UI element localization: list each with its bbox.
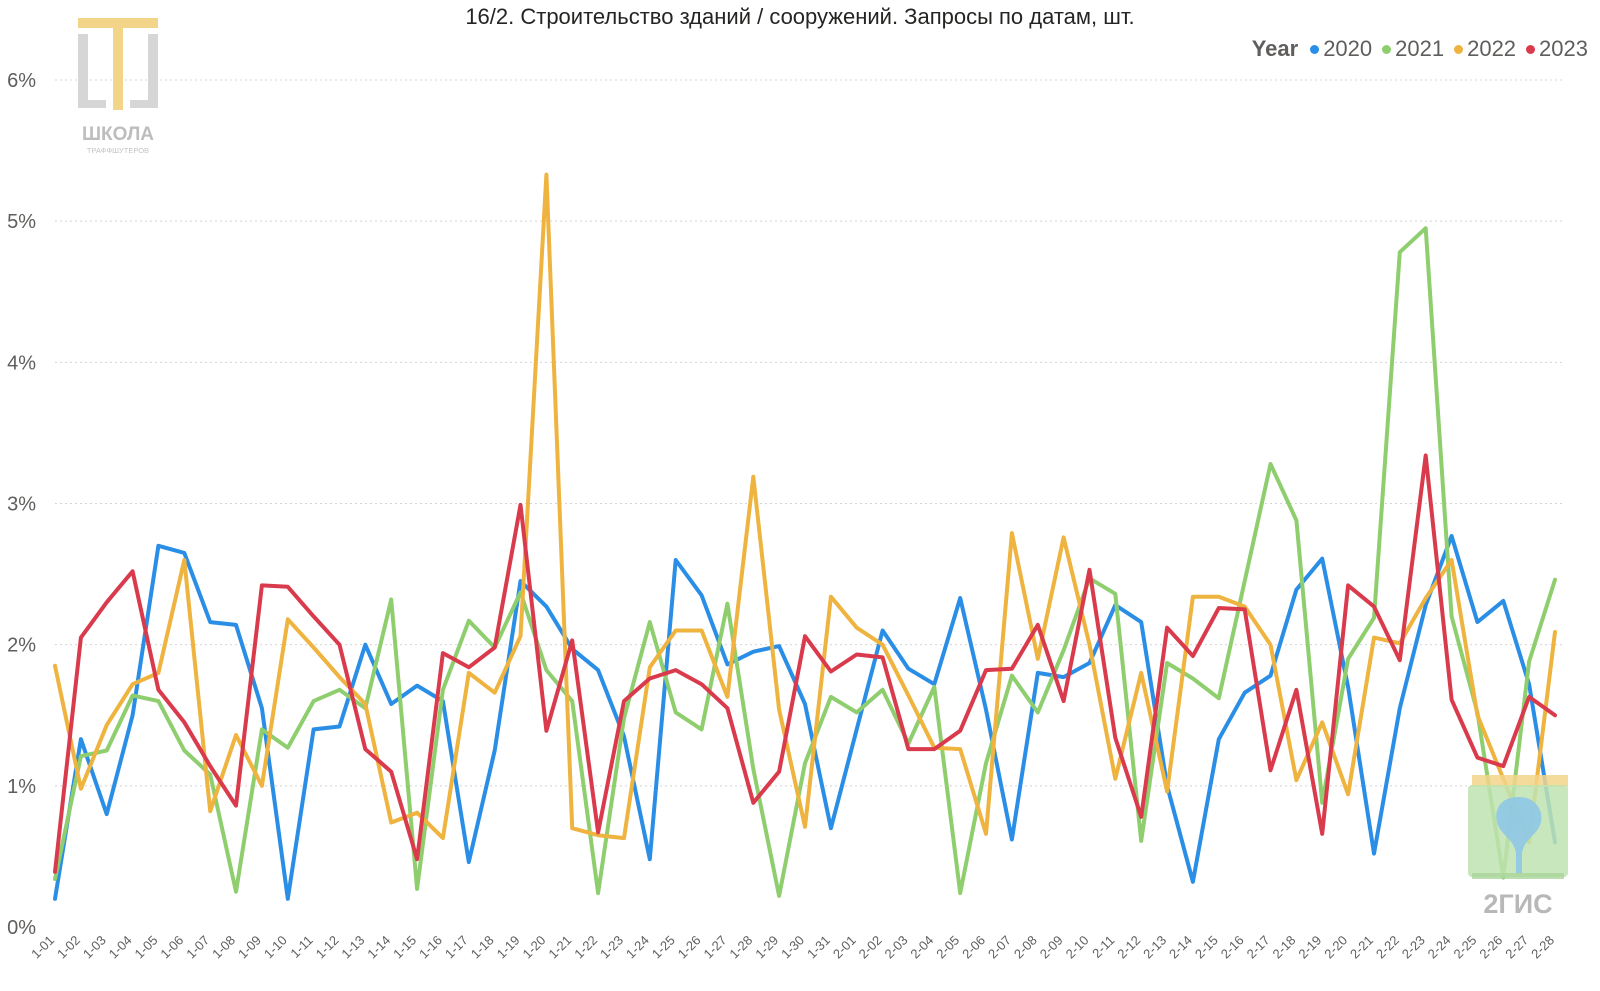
2gis-logo-text: 2ГИС	[1483, 889, 1552, 919]
school-logo-subtext: ТРАФФШУТЕРОВ	[87, 146, 149, 155]
legend-item-2023[interactable]: 2023	[1526, 36, 1588, 62]
legend-dot-2022	[1454, 44, 1464, 54]
x-tick-label: 2-13	[1140, 933, 1169, 962]
x-tick-label: 1-23	[597, 933, 626, 962]
x-tick-label: 2-01	[830, 933, 859, 962]
x-tick-label: 1-11	[287, 933, 315, 961]
x-tick-label: 1-27	[701, 933, 730, 962]
x-tick-label: 2-17	[1244, 933, 1273, 962]
legend-label-2021: 2021	[1395, 36, 1445, 61]
x-tick-label: 1-03	[80, 933, 109, 962]
x-tick-label: 1-14	[364, 933, 393, 962]
legend-dot-2021	[1382, 44, 1392, 54]
x-tick-label: 2-02	[856, 933, 885, 962]
x-tick-label: 2-26	[1476, 933, 1505, 962]
x-tick-label: 2-12	[1114, 933, 1143, 962]
x-tick-label: 1-05	[132, 933, 161, 962]
x-tick-label: 1-24	[623, 933, 652, 962]
y-tick-label: 0%	[7, 917, 36, 939]
x-tick-label: 1-02	[54, 933, 83, 962]
legend-dot-2020	[1310, 44, 1320, 54]
x-tick-label: 2-18	[1269, 933, 1298, 962]
x-tick-label: 2-27	[1502, 933, 1531, 962]
legend-item-2021[interactable]: 2021	[1382, 36, 1444, 62]
y-tick-label: 6%	[7, 70, 36, 92]
x-tick-label: 2-09	[1037, 933, 1066, 962]
legend-item-2020[interactable]: 2020	[1310, 36, 1372, 62]
y-tick-label: 5%	[7, 211, 36, 233]
x-tick-label: 2-06	[959, 933, 988, 962]
x-tick-label: 2-22	[1373, 933, 1402, 962]
x-tick-label: 1-19	[494, 933, 523, 962]
school-logo-text: ШКОЛА	[82, 124, 154, 145]
x-tick-label: 1-13	[338, 933, 367, 962]
y-tick-label: 4%	[7, 352, 36, 374]
series-line-2023	[53, 453, 1557, 874]
x-tick-label: 2-21	[1347, 933, 1376, 962]
x-tick-label: 2-14	[1166, 933, 1195, 962]
series-line-2022	[53, 172, 1557, 845]
x-tick-label: 2-23	[1399, 933, 1428, 962]
x-tick-label: 1-08	[209, 933, 238, 962]
x-tick-label: 1-06	[157, 933, 186, 962]
x-tick-label: 1-16	[416, 933, 445, 962]
x-tick-label: 1-12	[313, 933, 342, 962]
x-tick-label: 2-08	[1011, 933, 1040, 962]
x-tick-label: 2-24	[1425, 933, 1454, 962]
x-tick-label: 1-20	[519, 933, 548, 962]
x-tick-label: 2-04	[907, 933, 936, 962]
x-tick-label: 1-21	[545, 933, 574, 962]
x-tick-label: 1-07	[183, 933, 212, 962]
x-tick-label: 2-25	[1451, 933, 1480, 962]
x-tick-label: 2-07	[985, 933, 1014, 962]
series-line-2021	[53, 226, 1557, 898]
series-line-2020	[53, 534, 1557, 901]
x-tick-label: 1-17	[442, 933, 471, 962]
x-tick-label: 2-19	[1295, 933, 1324, 962]
x-tick-label: 2-16	[1218, 933, 1247, 962]
2gis-logo: 2ГИС	[1468, 775, 1568, 919]
x-tick-label: 1-09	[235, 933, 264, 962]
x-tick-label: 1-31	[804, 933, 833, 962]
x-tick-label: 1-10	[261, 933, 290, 962]
x-tick-label: 1-30	[778, 933, 807, 962]
x-tick-label: 2-28	[1528, 933, 1557, 962]
legend: Year 2020 2021 2022 2023	[1252, 36, 1588, 62]
x-tick-label: 2-20	[1321, 933, 1350, 962]
x-tick-label: 1-29	[752, 933, 781, 962]
legend-dot-2023	[1526, 44, 1536, 54]
x-tick-label: 2-10	[1063, 933, 1092, 962]
x-tick-label: 1-28	[726, 933, 755, 962]
x-tick-label: 2-11	[1089, 933, 1117, 961]
legend-item-2022[interactable]: 2022	[1454, 36, 1516, 62]
x-tick-label: 2-15	[1192, 933, 1221, 962]
y-tick-label: 3%	[7, 494, 36, 516]
x-tick-label: 1-25	[649, 933, 678, 962]
x-tick-label: 1-15	[390, 933, 419, 962]
legend-label-2022: 2022	[1467, 36, 1517, 61]
x-tick-label: 1-26	[675, 933, 704, 962]
x-tick-label: 1-18	[468, 933, 497, 962]
x-tick-label: 2-03	[882, 933, 911, 962]
chart-title: 16/2. Строительство зданий / сооружений.…	[465, 4, 1135, 29]
y-tick-label: 1%	[7, 776, 36, 798]
legend-label-2023: 2023	[1539, 36, 1588, 61]
school-logo: ШКОЛА ТРАФФШУТЕРОВ	[78, 18, 158, 155]
x-tick-label: 2-05	[933, 933, 962, 962]
x-tick-label: 1-22	[571, 933, 600, 962]
legend-label-2020: 2020	[1323, 36, 1373, 61]
y-tick-label: 2%	[7, 635, 36, 657]
legend-title: Year	[1251, 36, 1299, 61]
x-tick-label: 1-04	[106, 933, 135, 962]
